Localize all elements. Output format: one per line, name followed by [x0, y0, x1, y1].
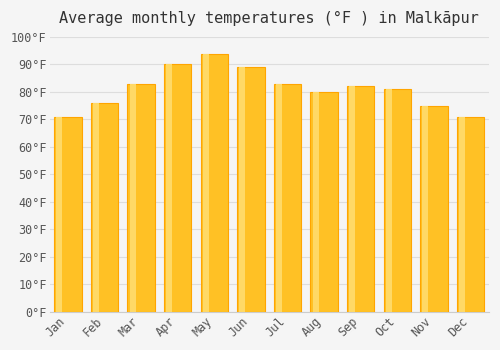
Bar: [312, 92, 318, 312]
Bar: [274, 84, 301, 312]
Bar: [386, 89, 392, 312]
Bar: [90, 103, 118, 312]
Bar: [166, 64, 172, 312]
Bar: [420, 106, 448, 312]
Bar: [130, 84, 136, 312]
Bar: [240, 67, 246, 312]
Bar: [422, 106, 428, 312]
Bar: [200, 54, 228, 312]
Bar: [276, 84, 282, 312]
Bar: [54, 117, 82, 312]
Bar: [310, 92, 338, 312]
Bar: [237, 67, 264, 312]
Bar: [384, 89, 411, 312]
Bar: [459, 117, 465, 312]
Bar: [93, 103, 99, 312]
Bar: [202, 54, 209, 312]
Bar: [164, 64, 192, 312]
Bar: [457, 117, 484, 312]
Bar: [347, 86, 374, 312]
Title: Average monthly temperatures (°F ) in Malkāpur: Average monthly temperatures (°F ) in Ma…: [60, 11, 479, 26]
Bar: [56, 117, 62, 312]
Bar: [349, 86, 355, 312]
Bar: [128, 84, 155, 312]
